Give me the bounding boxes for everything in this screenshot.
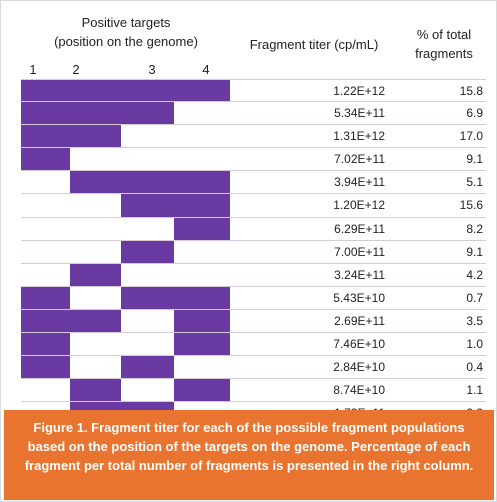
- target-bar: [174, 217, 230, 240]
- figure-caption: Figure 1. Fragment titer for each of the…: [4, 410, 494, 500]
- positive-targets-subtitle: (position on the genome): [54, 34, 198, 49]
- percent-cell: 9.1: [466, 152, 483, 167]
- percent-cell: 17.0: [459, 129, 483, 144]
- table-row: 7.46E+10 1.0: [21, 333, 486, 357]
- percent-cell: 0.4: [466, 360, 483, 375]
- percent-cell: 15.8: [459, 84, 483, 98]
- position-label-2: 2: [72, 62, 80, 77]
- target-bar: [121, 194, 230, 217]
- table-row: 1.31E+12 17.0: [21, 125, 486, 149]
- target-bar: [21, 80, 230, 102]
- percent-header-line1: % of total: [416, 27, 472, 42]
- target-bar: [121, 356, 174, 379]
- table-row: 2.84E+10 0.4: [21, 356, 486, 380]
- percent-cell: 6.9: [466, 106, 483, 121]
- table-row: 6.29E+11 8.2: [21, 217, 486, 241]
- target-bar: [21, 102, 174, 125]
- titer-cell: 2.69E+11: [334, 313, 385, 328]
- table-row: 5.43E+10 0.7: [21, 286, 486, 310]
- titer-cell: 7.02E+11: [334, 152, 385, 167]
- titer-cell: 1.20E+12: [333, 198, 385, 213]
- table-row: 1.22E+12 15.8: [21, 79, 486, 103]
- titer-cell: 1.22E+12: [333, 84, 385, 98]
- table-row: 2.69E+11 3.5: [21, 309, 486, 334]
- titer-cell: 3.94E+11: [334, 175, 385, 190]
- percent-cell: 1.1: [466, 383, 483, 398]
- table-row: 3.94E+11 5.1: [21, 171, 486, 195]
- titer-cell: 2.84E+10: [333, 360, 385, 375]
- position-label-3: 3: [148, 62, 156, 77]
- titer-cell: 8.74E+10: [333, 383, 385, 398]
- titer-cell: 7.00E+11: [334, 244, 385, 259]
- position-label-1: 1: [29, 62, 37, 77]
- target-bar: [70, 379, 121, 402]
- percent-cell: 5.1: [466, 175, 483, 190]
- percent-cell: 8.2: [466, 221, 483, 236]
- target-bar: [174, 333, 230, 356]
- table-row: 7.00E+11 9.1: [21, 240, 486, 264]
- percent-header-line2: fragments: [415, 46, 473, 61]
- target-bar: [174, 379, 230, 402]
- percent-cell: 0.7: [466, 290, 483, 305]
- percent-cell: 4.2: [466, 267, 483, 282]
- target-bar: [121, 286, 230, 309]
- titer-cell: 1.31E+12: [333, 129, 385, 144]
- target-bar: [21, 148, 70, 171]
- table-row: 7.02E+11 9.1: [21, 148, 486, 172]
- target-bar: [174, 309, 230, 333]
- table-row: 3.24E+11 4.2: [21, 263, 486, 287]
- target-bar: [21, 333, 70, 356]
- target-bar: [70, 171, 230, 194]
- fragment-table: 1.22E+12 15.8 5.34E+11 6.9 1.31E+12 17.0 7.02E…: [21, 79, 486, 426]
- target-bar: [70, 263, 121, 286]
- percent-header: % of total fragments: [399, 25, 489, 63]
- target-bar: [21, 286, 70, 309]
- target-bar: [21, 125, 121, 148]
- titer-cell: 7.46E+10: [333, 337, 385, 352]
- percent-cell: 1.0: [466, 337, 483, 352]
- target-bar: [21, 356, 70, 379]
- positive-targets-title: Positive targets: [81, 15, 171, 30]
- titer-cell: 5.43E+10: [333, 290, 385, 305]
- percent-cell: 15.6: [459, 198, 483, 213]
- titer-cell: 5.34E+11: [334, 106, 385, 121]
- table-row: 5.34E+11 6.9: [21, 102, 486, 126]
- target-bar: [121, 240, 174, 263]
- titer-cell: 3.24E+11: [334, 267, 385, 282]
- percent-cell: 9.1: [466, 244, 483, 259]
- percent-cell: 3.5: [466, 313, 483, 328]
- position-label-4: 4: [202, 62, 210, 77]
- fragment-titer-header: Fragment titer (cp/mL): [249, 37, 379, 52]
- target-bar: [21, 309, 121, 333]
- table-row: 8.74E+10 1.1: [21, 379, 486, 403]
- positive-targets-header: Positive targets (position on the genome…: [21, 13, 231, 51]
- titer-cell: 6.29E+11: [334, 221, 385, 236]
- table-row: 1.20E+12 15.6: [21, 194, 486, 218]
